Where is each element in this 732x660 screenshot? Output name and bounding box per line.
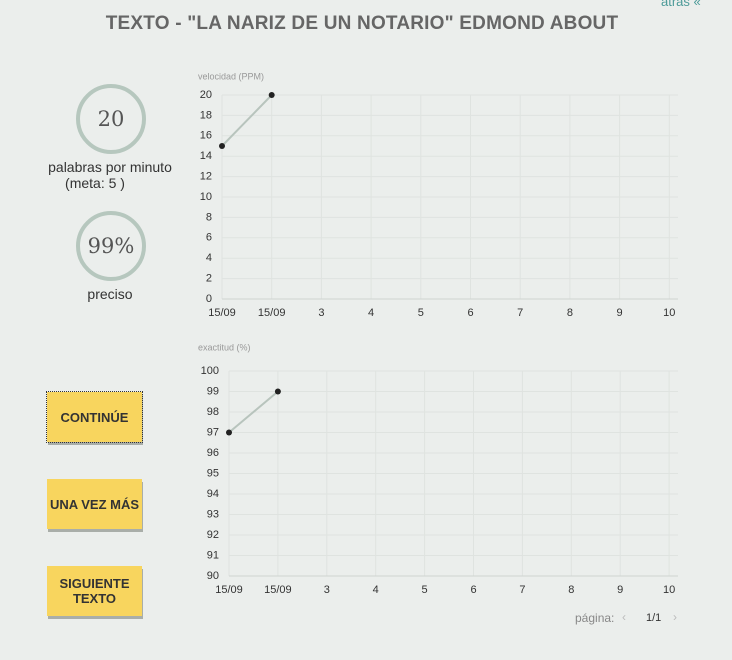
y-tick-label: 93 bbox=[207, 508, 219, 520]
x-tick-label: 8 bbox=[567, 307, 573, 319]
x-tick-label: 9 bbox=[617, 584, 623, 596]
accuracy-ring: 99% bbox=[76, 211, 146, 281]
y-tick-label: 95 bbox=[207, 467, 219, 479]
x-tick-label: 6 bbox=[467, 307, 473, 319]
speed-ring: 20 bbox=[76, 84, 146, 154]
title: TEXTO - "LA NARIZ DE UN NOTARIO" EDMOND … bbox=[105, 13, 619, 34]
y-tick-label: 6 bbox=[206, 232, 212, 244]
y-tick-label: 92 bbox=[207, 529, 219, 541]
again-button[interactable]: UNA VEZ MÁS bbox=[47, 479, 142, 529]
y-tick-label: 96 bbox=[207, 447, 219, 459]
x-tick-label: 6 bbox=[470, 584, 476, 596]
speed-label: palabras por minuto bbox=[48, 159, 172, 175]
y-tick-label: 98 bbox=[207, 406, 219, 418]
back-link[interactable]: atrás « bbox=[661, 0, 701, 9]
y-tick-label: 2 bbox=[206, 273, 212, 285]
series-line bbox=[228, 390, 279, 434]
prev-page[interactable]: ‹ bbox=[622, 610, 626, 624]
y-axis-label: velocidad (PPM) bbox=[198, 71, 264, 81]
y-tick-label: 12 bbox=[200, 171, 212, 183]
y-tick-label: 18 bbox=[200, 109, 212, 121]
y-tick-label: 94 bbox=[207, 488, 219, 500]
x-tick-label: 4 bbox=[368, 307, 374, 319]
x-tick-label: 10 bbox=[663, 307, 675, 319]
next-page[interactable]: › bbox=[673, 610, 677, 624]
y-tick-label: 99 bbox=[207, 385, 219, 397]
y-tick-label: 20 bbox=[200, 89, 212, 101]
data-point bbox=[268, 92, 275, 98]
y-tick-label: 91 bbox=[207, 549, 219, 561]
page-label: página: bbox=[575, 611, 615, 625]
x-tick-label: 15/09 bbox=[215, 584, 243, 596]
page-current: 1/1 bbox=[646, 612, 662, 624]
series-line bbox=[221, 94, 273, 147]
y-tick-label: 14 bbox=[200, 150, 212, 162]
x-tick-label: 10 bbox=[663, 584, 675, 596]
x-tick-label: 3 bbox=[318, 307, 324, 319]
x-tick-label: 4 bbox=[373, 584, 379, 596]
data-point bbox=[274, 388, 281, 395]
y-tick-label: 16 bbox=[200, 130, 212, 142]
x-tick-label: 15/09 bbox=[264, 584, 292, 596]
accuracy-label: preciso bbox=[87, 286, 133, 302]
y-tick-label: 90 bbox=[207, 570, 219, 582]
x-tick-label: 9 bbox=[617, 307, 623, 319]
y-tick-label: 4 bbox=[206, 252, 212, 264]
x-tick-label: 3 bbox=[324, 584, 330, 596]
y-tick-label: 100 bbox=[201, 365, 219, 377]
x-tick-label: 15/09 bbox=[258, 307, 286, 319]
goal-label: (meta: 5 ) bbox=[65, 175, 125, 191]
x-tick-label: 8 bbox=[568, 584, 574, 596]
back-text[interactable]: atrás bbox=[661, 0, 690, 9]
x-tick-label: 5 bbox=[422, 584, 428, 596]
y-tick-label: 8 bbox=[206, 211, 212, 223]
continue-button[interactable]: CONTINÚE bbox=[46, 391, 143, 443]
x-tick-label: 7 bbox=[517, 307, 523, 319]
y-tick-label: 10 bbox=[200, 191, 212, 203]
y-tick-label: 0 bbox=[206, 293, 212, 305]
data-point bbox=[226, 429, 232, 436]
x-tick-label: 5 bbox=[418, 307, 424, 319]
x-tick-label: 7 bbox=[519, 584, 525, 596]
y-axis-label: exactitud (%) bbox=[198, 342, 251, 352]
x-tick-label: 15/09 bbox=[208, 307, 236, 319]
data-point bbox=[219, 143, 225, 149]
next-button[interactable]: SIGUIENTE TEXTO bbox=[47, 566, 142, 616]
y-tick-label: 97 bbox=[207, 426, 219, 438]
